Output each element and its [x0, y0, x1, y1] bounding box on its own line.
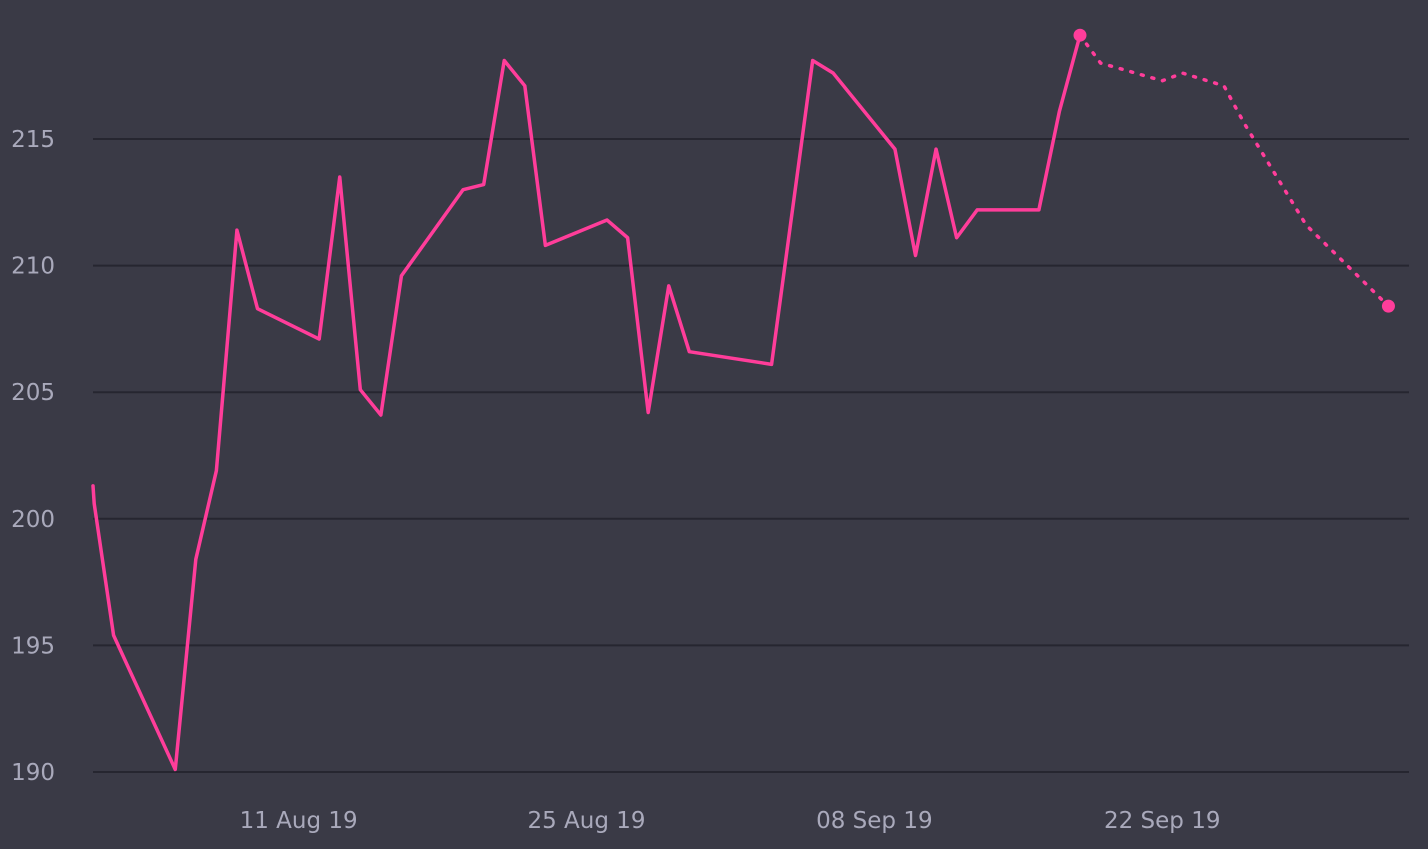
y-tick-label: 210 — [11, 254, 55, 280]
y-tick-label: 200 — [11, 507, 55, 533]
grid-lines — [93, 138, 1409, 773]
series-layer — [91, 28, 1395, 772]
x-tick-label: 25 Aug 19 — [527, 808, 645, 834]
forecast-end-point-marker — [1381, 299, 1395, 313]
y-tick-label: 190 — [11, 760, 55, 786]
y-axis: 190 195 200 205 210 215 — [11, 127, 55, 786]
y-tick-label: 195 — [11, 633, 55, 659]
x-tick-label: 22 Sep 19 — [1104, 808, 1221, 834]
forecast-line — [1078, 33, 1391, 308]
x-axis: 11 Aug 19 25 Aug 19 08 Sep 19 22 Sep 19 — [240, 808, 1221, 834]
y-tick-label: 215 — [11, 127, 55, 153]
last-actual-point-marker — [1073, 28, 1087, 42]
price-line — [91, 33, 1082, 772]
y-tick-label: 205 — [11, 380, 55, 406]
x-tick-label: 08 Sep 19 — [816, 808, 933, 834]
x-tick-label: 11 Aug 19 — [240, 808, 358, 834]
